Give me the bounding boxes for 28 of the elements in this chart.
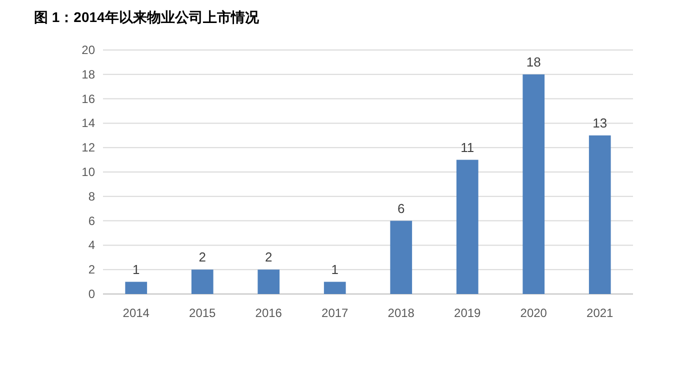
data-label: 6 xyxy=(398,200,405,216)
y-tick-label: 8 xyxy=(88,189,96,204)
x-tick-label: 2017 xyxy=(322,306,349,320)
x-tick-label: 2018 xyxy=(388,306,415,320)
y-tick-label: 20 xyxy=(82,43,96,57)
y-tick-label: 12 xyxy=(82,140,96,155)
x-tick-label: 2016 xyxy=(255,306,282,320)
data-label: 11 xyxy=(460,140,474,155)
y-tick-label: 4 xyxy=(88,238,96,252)
y-tick-label: 0 xyxy=(88,287,96,301)
x-tick-label: 2014 xyxy=(122,306,150,320)
y-tick-label: 2 xyxy=(88,262,96,277)
data-label: 18 xyxy=(526,54,541,70)
y-tick-label: 14 xyxy=(82,116,96,130)
data-label: 2 xyxy=(265,250,272,265)
data-label: 1 xyxy=(132,262,140,277)
y-tick-label: 16 xyxy=(82,92,96,106)
data-label: 2 xyxy=(198,250,206,265)
x-tick-label: 2021 xyxy=(586,306,614,320)
x-tick-label: 2015 xyxy=(189,306,216,320)
title: 图 1：2014年以来物业公司上市情况 xyxy=(34,9,259,25)
x-tick-label: 2019 xyxy=(454,306,482,320)
data-label: 1 xyxy=(331,262,338,277)
y-tick-label: 10 xyxy=(82,165,96,179)
y-tick-label: 18 xyxy=(82,67,96,82)
y-tick-label: 6 xyxy=(88,214,96,228)
data-label: 13 xyxy=(592,115,608,130)
x-tick-label: 2020 xyxy=(520,306,548,320)
